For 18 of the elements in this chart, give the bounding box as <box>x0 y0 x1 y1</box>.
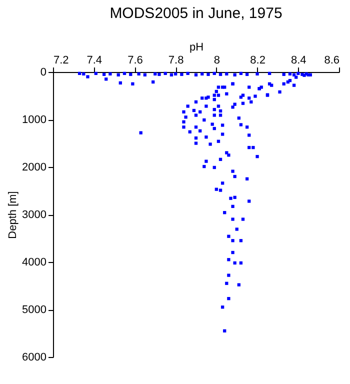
y-tick-label: 2000 <box>22 162 46 174</box>
y-tick-label: 5000 <box>22 304 46 316</box>
y-tick-label: 4000 <box>22 256 46 268</box>
chart-title: MODS2005 in June, 1975 <box>110 5 282 22</box>
x-tick-label: 7.6 <box>128 54 143 66</box>
x-tick-label: 7.2 <box>54 54 69 66</box>
y-tick-label: 6000 <box>22 352 46 364</box>
x-tick-label: 7.4 <box>86 54 102 66</box>
y-tick-label: 3000 <box>22 209 46 221</box>
y-tick-label: 1000 <box>22 114 46 126</box>
x-tick-label: 8.6 <box>324 54 340 66</box>
x-tick-label: 7.8 <box>168 54 184 66</box>
x-tick-label: 8 <box>214 54 220 66</box>
x-axis-title: pH <box>189 42 204 54</box>
y-tick-label: 0 <box>40 66 46 78</box>
x-tick-label: 8.2 <box>250 54 266 66</box>
y-axis-title: Depth [m] <box>7 191 20 239</box>
x-tick-label: 8.4 <box>290 54 306 66</box>
